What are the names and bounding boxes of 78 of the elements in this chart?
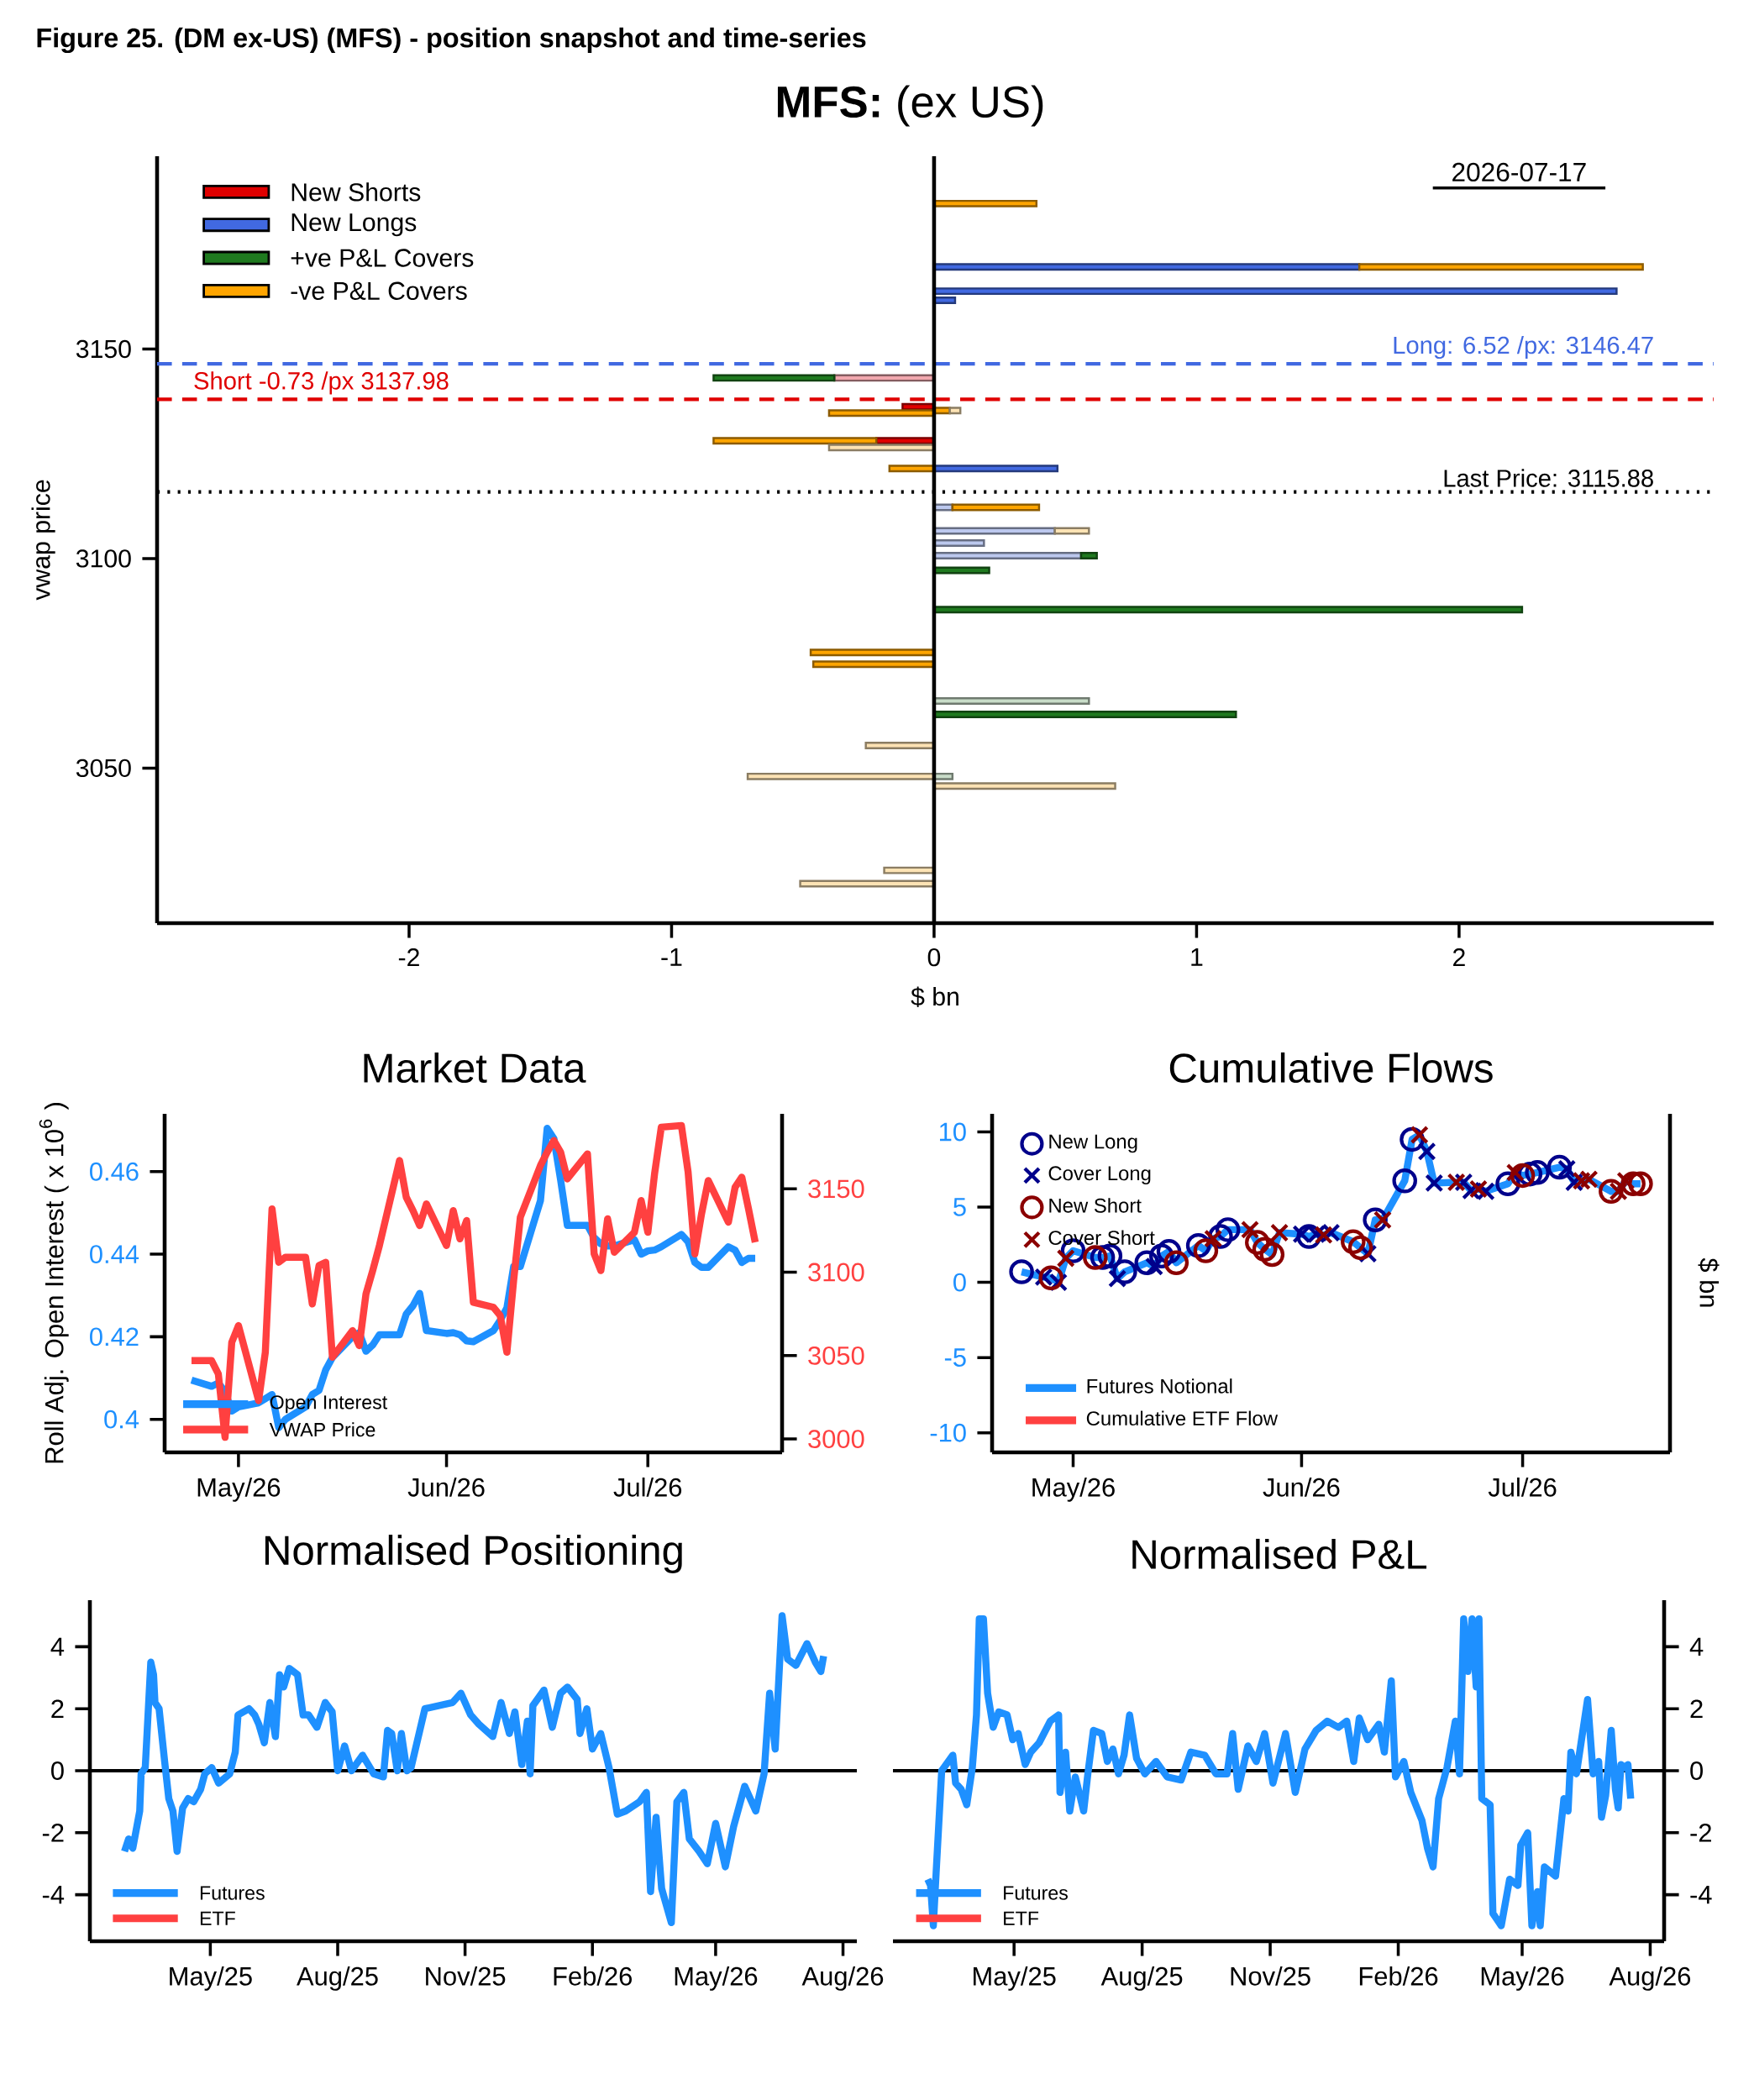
y2-tick-label: 3050 <box>808 1346 864 1365</box>
legend-label: +ve P&L Covers <box>291 249 474 267</box>
ref-line-label: Last Price: 3115.88 <box>1444 469 1653 487</box>
legend-label: New Shorts <box>291 182 421 202</box>
y2-tick-label: 3150 <box>808 1179 864 1199</box>
x-tick-label: -1 <box>661 948 682 966</box>
y2-tick-label: 2 <box>1690 1699 1703 1718</box>
x-tick-label: Aug/25 <box>297 1966 378 1991</box>
y-tick-label: -4 <box>42 1886 65 1904</box>
legend-label: -ve P&L Covers <box>291 281 467 300</box>
x-tick-label: Aug/25 <box>1100 1966 1183 1991</box>
x-tick-label: May/26 <box>1032 1477 1115 1502</box>
y2-tick-label: -2 <box>1690 1824 1711 1842</box>
legend-label: Cumulative ETF Flow <box>1086 1410 1279 1426</box>
y-tick-label: 4 <box>50 1637 65 1656</box>
chart-title: Normalised P&L <box>1132 1538 1427 1570</box>
chart-subtitle: MFS: (ex US) <box>777 85 1043 127</box>
chart-title: Normalised Positioning <box>265 1535 682 1573</box>
legend-label: Futures Notional <box>1087 1378 1232 1394</box>
legend-label: Cover Long <box>1048 1166 1151 1184</box>
y-tick-label: 3150 <box>76 339 131 359</box>
x-tick-label: 0 <box>927 948 941 967</box>
y-tick-label: 0.4 <box>104 1410 139 1429</box>
x-tick-label: 1 <box>1191 948 1203 966</box>
x-tick-label: Jun/26 <box>407 1477 485 1497</box>
y-tick-label: 0.44 <box>90 1245 139 1264</box>
x-tick-label: Jul/26 <box>1488 1477 1557 1497</box>
legend-label: New Longs <box>291 213 417 237</box>
y-axis-title: Roll Adj. Open Interest ( x 10$^{6}$ ) <box>39 1103 69 1463</box>
y-tick-label: 5 <box>953 1198 966 1216</box>
x-tick-label: May/25 <box>170 1966 252 1991</box>
x-tick-label: May/26 <box>197 1477 281 1502</box>
y-tick-label: -2 <box>42 1824 64 1842</box>
ref-line-label: Long: 6.52 /px: 3146.47 <box>1394 335 1653 360</box>
legend-label: New Short <box>1049 1198 1142 1213</box>
annotation: 2026-07-17 <box>1452 162 1586 182</box>
x-tick-label: Nov/25 <box>1231 1966 1310 1986</box>
x-tick-label: Aug/26 <box>1609 1966 1691 1991</box>
y-tick-label: -10 <box>930 1423 966 1442</box>
y-tick-label: 3100 <box>76 549 131 568</box>
x-tick-label: Nov/25 <box>426 1966 506 1986</box>
y2-tick-label: 0 <box>1690 1761 1703 1780</box>
x-axis-title: $ bn <box>911 986 958 1007</box>
y-tick-label: -5 <box>944 1348 966 1367</box>
chart-title: Market Data <box>364 1052 586 1084</box>
y-tick-label: 3050 <box>76 759 131 778</box>
chart-title: Figure 25. (DM ex-US) (MFS) - position snapshot and time-series <box>37 27 866 54</box>
x-tick-label: 2 <box>1453 948 1465 967</box>
x-tick-label: Feb/26 <box>1359 1966 1438 1986</box>
y-tick-label: 0 <box>953 1273 966 1292</box>
x-tick-label: Aug/26 <box>801 1966 884 1991</box>
legend-label: Cover Short <box>1048 1230 1155 1246</box>
y-tick-label: 2 <box>51 1699 64 1718</box>
x-tick-label: Jul/26 <box>613 1477 682 1497</box>
legend-label: Futures <box>200 1886 265 1900</box>
chart-title: Cumulative Flows <box>1169 1052 1493 1084</box>
legend-label: VWAP Price <box>269 1422 375 1437</box>
x-tick-label: May/26 <box>675 1966 758 1991</box>
y-tick-label: 0 <box>51 1761 64 1780</box>
legend-label: Futures <box>1004 1886 1068 1900</box>
x-tick-label: Jun/26 <box>1263 1477 1340 1497</box>
y-tick-label: 10 <box>939 1122 966 1142</box>
x-tick-label: May/26 <box>1481 1966 1564 1991</box>
legend-label: ETF <box>200 1911 235 1925</box>
x-tick-label: Feb/26 <box>554 1966 632 1986</box>
y2-tick-label: -4 <box>1690 1886 1712 1904</box>
y2-tick-label: 3000 <box>808 1430 864 1449</box>
x-tick-label: -2 <box>398 948 419 967</box>
y2-tick-label: 4 <box>1689 1637 1704 1656</box>
x-tick-label: May/25 <box>974 1966 1056 1991</box>
y2-axis-title: $ bn <box>1698 1257 1720 1307</box>
y-axis-title: vwap price <box>31 480 55 601</box>
y2-tick-label: 3100 <box>808 1263 864 1282</box>
legend-label: ETF <box>1004 1911 1039 1925</box>
y-tick-label: 0.46 <box>90 1162 139 1181</box>
ref-line-label: Short -0.73 /px 3137.98 <box>194 371 449 395</box>
y-tick-label: 0.42 <box>90 1327 139 1347</box>
legend-label: New Long <box>1049 1134 1137 1153</box>
